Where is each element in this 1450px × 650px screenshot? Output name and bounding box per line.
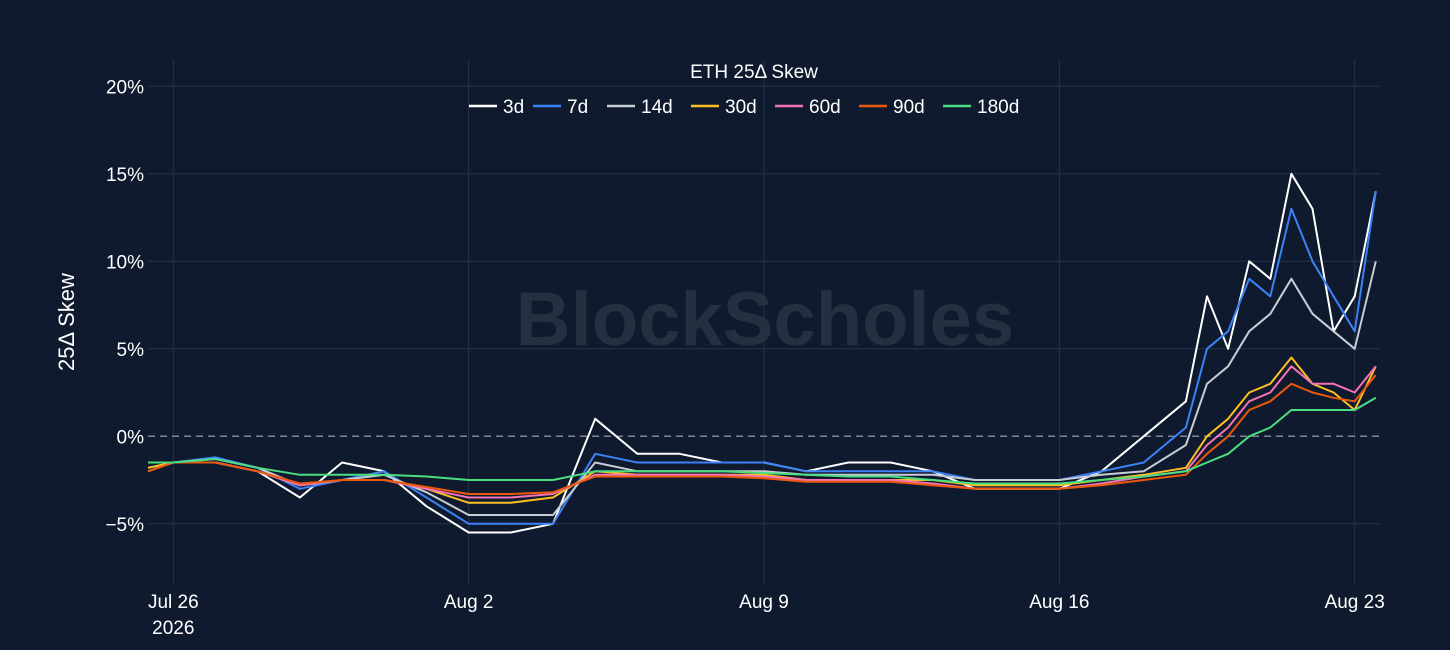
legend-label: 14d xyxy=(641,97,673,118)
legend-label: 3d xyxy=(503,97,524,118)
y-tick-label: 15% xyxy=(106,165,144,186)
x-axis-ticks: Jul 26 2026 Aug 2 Aug 9 Aug 16 Aug 23 xyxy=(148,592,1385,639)
series-line-90d xyxy=(147,374,1377,495)
legend-item-3d[interactable]: 3d xyxy=(469,97,524,118)
x-tick-year-label: 2026 xyxy=(152,618,194,639)
legend-label: 7d xyxy=(567,97,588,118)
series-lines xyxy=(147,172,1377,534)
legend-label: 60d xyxy=(809,97,841,118)
x-tick-label: Aug 2 xyxy=(444,592,494,613)
series-line-180d xyxy=(148,396,1377,485)
y-tick-label: 20% xyxy=(106,77,144,98)
watermark-logo: BlockScholes xyxy=(516,277,1014,362)
legend-label: 30d xyxy=(725,97,757,118)
x-tick-label: Aug 16 xyxy=(1029,592,1089,613)
y-axis-title: 25Δ Skew xyxy=(54,273,79,371)
grid-lines xyxy=(148,60,1380,585)
legend-item-7d[interactable]: 7d xyxy=(533,97,588,118)
series-line-14d xyxy=(147,261,1377,516)
legend-item-14d[interactable]: 14d xyxy=(607,97,673,118)
y-axis-ticks: 20% 15% 10% 5% 0% −5% xyxy=(105,77,144,536)
series-line-3d xyxy=(148,172,1377,534)
y-tick-label: 10% xyxy=(106,252,144,273)
x-tick-label: Aug 23 xyxy=(1325,592,1385,613)
legend-item-30d[interactable]: 30d xyxy=(691,97,757,118)
x-tick-label: Aug 9 xyxy=(739,592,789,613)
y-tick-label: −5% xyxy=(105,515,144,536)
legend-item-180d[interactable]: 180d xyxy=(943,97,1019,118)
y-tick-label: 5% xyxy=(117,340,145,361)
legend-item-60d[interactable]: 60d xyxy=(775,97,841,118)
chart-title: ETH 25Δ Skew xyxy=(690,62,818,83)
y-tick-label: 0% xyxy=(117,427,145,448)
legend-label: 90d xyxy=(893,97,925,118)
legend-item-90d[interactable]: 90d xyxy=(859,97,925,118)
legend[interactable]: 3d 7d 14d 30d 60d 90d 180d xyxy=(469,97,1019,118)
legend-label: 180d xyxy=(977,97,1019,118)
x-tick-label: Jul 26 xyxy=(148,592,199,613)
